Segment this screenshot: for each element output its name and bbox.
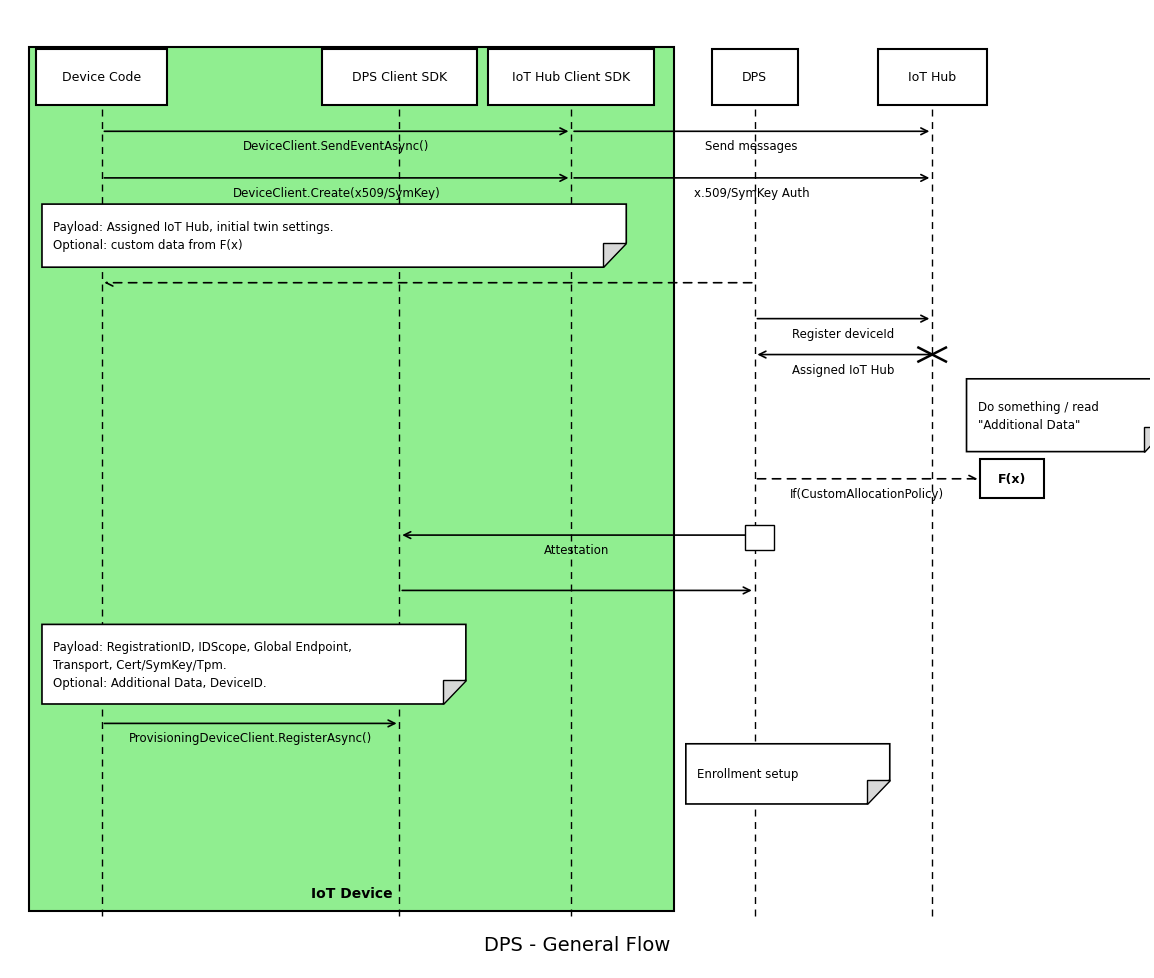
Text: Do something / read
"Additional Data": Do something / read "Additional Data" xyxy=(977,400,1099,431)
Bar xyxy=(322,50,477,106)
Polygon shape xyxy=(42,625,466,704)
Text: IoT Hub: IoT Hub xyxy=(908,71,957,84)
Text: Payload: RegistrationID, IDScope, Global Endpoint,
Transport, Cert/SymKey/Tpm.
O: Payload: RegistrationID, IDScope, Global… xyxy=(53,640,352,689)
Text: DeviceClient.Create(x509/SymKey): DeviceClient.Create(x509/SymKey) xyxy=(233,187,441,200)
Polygon shape xyxy=(867,779,890,804)
Text: IoT Device: IoT Device xyxy=(312,886,392,901)
Polygon shape xyxy=(443,680,466,704)
Polygon shape xyxy=(1144,428,1154,452)
Text: DeviceClient.SendEventAsync(): DeviceClient.SendEventAsync() xyxy=(243,140,429,154)
Bar xyxy=(29,48,674,911)
Bar xyxy=(878,50,987,106)
Bar xyxy=(36,50,167,106)
Text: Attestation: Attestation xyxy=(545,544,609,556)
Polygon shape xyxy=(42,204,627,268)
Text: Enrollment setup: Enrollment setup xyxy=(697,768,799,780)
Text: Device Code: Device Code xyxy=(62,71,141,84)
Text: ProvisioningDeviceClient.RegisterAsync(): ProvisioningDeviceClient.RegisterAsync() xyxy=(129,732,372,744)
Text: Payload: Assigned IoT Hub, initial twin settings.
Optional: custom data from F(x: Payload: Assigned IoT Hub, initial twin … xyxy=(53,221,334,252)
Text: DPS Client SDK: DPS Client SDK xyxy=(352,71,447,84)
Bar xyxy=(745,526,774,550)
Text: DPS: DPS xyxy=(742,71,767,84)
Bar xyxy=(712,50,797,106)
Text: Register deviceId: Register deviceId xyxy=(793,328,894,340)
Text: If(CustomAllocationPolicy): If(CustomAllocationPolicy) xyxy=(790,487,944,501)
Text: x.509/SymKey Auth: x.509/SymKey Auth xyxy=(694,187,809,200)
Bar xyxy=(488,50,654,106)
Text: Send messages: Send messages xyxy=(705,140,797,154)
Polygon shape xyxy=(604,244,627,268)
Text: IoT Hub Client SDK: IoT Hub Client SDK xyxy=(512,71,630,84)
Text: DPS - General Flow: DPS - General Flow xyxy=(484,935,670,955)
Polygon shape xyxy=(685,744,890,804)
Text: F(x): F(x) xyxy=(998,472,1027,486)
Polygon shape xyxy=(967,379,1154,452)
Bar xyxy=(980,460,1044,499)
Text: Assigned IoT Hub: Assigned IoT Hub xyxy=(792,363,894,377)
